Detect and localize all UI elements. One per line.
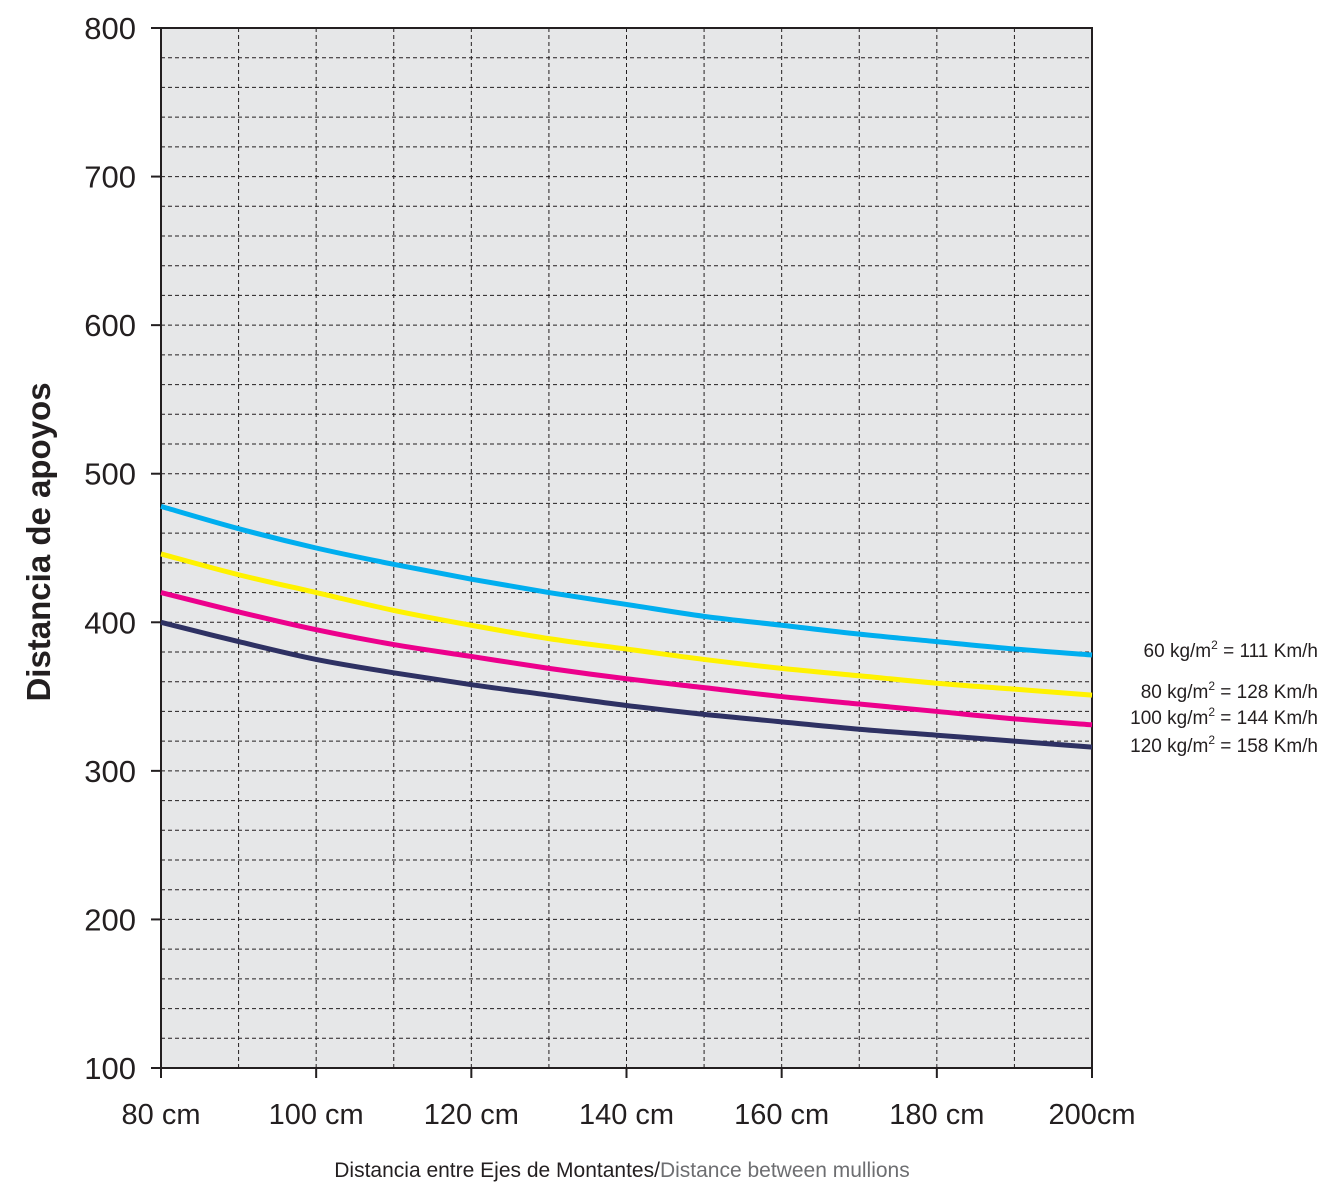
y-tick-label: 400 (84, 605, 136, 640)
y-tick-labels: 100 200 300 400 500 600 700 800 (84, 11, 136, 1086)
x-tick-label: 120 cm (424, 1099, 519, 1131)
x-tick-label: 180 cm (889, 1099, 984, 1131)
x-tick-label: 160 cm (734, 1099, 829, 1131)
y-tick-label: 300 (84, 754, 136, 789)
series-label-2: 80 kg/m2 = 128 Km/h (1141, 679, 1318, 703)
series-line-3 (160, 590, 1093, 728)
y-tick-label: 100 (84, 1051, 136, 1086)
series-line-2 (160, 551, 1093, 698)
x-axis-label-es: Distancia entre Ejes de Montantes/ (334, 1159, 660, 1182)
y-tick-label: 500 (84, 457, 136, 492)
x-tick-label: 100 cm (269, 1099, 364, 1131)
axes (151, 27, 1093, 1078)
series-label-4: 120 kg/m2 = 158 Km/h (1130, 733, 1318, 757)
y-axis-label: Distancia de apoyos (20, 382, 57, 701)
x-axis-label: Distancia entre Ejes de Montantes/Distan… (334, 1159, 909, 1182)
x-tick-label: 80 cm (122, 1099, 201, 1131)
y-tick-label: 600 (84, 308, 136, 343)
grid-lines (161, 28, 1092, 1068)
x-axis-label-en: Distance between mullions (660, 1159, 910, 1182)
y-tick-label: 200 (84, 902, 136, 937)
series-line-4 (160, 619, 1093, 750)
series-line-1 (160, 503, 1093, 658)
series-label-1: 60 kg/m2 = 111 Km/h (1144, 638, 1318, 662)
series-label-3: 100 kg/m2 = 144 Km/h (1130, 705, 1318, 729)
series-lines (160, 503, 1093, 750)
series-labels: 60 kg/m2 = 111 Km/h 80 kg/m2 = 128 Km/h10… (1130, 638, 1318, 757)
x-tick-label: 140 cm (579, 1099, 674, 1131)
x-tick-labels: 80 cm 100 cm 120 cm 140 cm 160 cm 180 cm 200cm (122, 1099, 1136, 1131)
x-tick-label: 200cm (1048, 1099, 1135, 1131)
y-tick-label: 800 (84, 11, 136, 46)
y-tick-label: 700 (84, 160, 136, 195)
